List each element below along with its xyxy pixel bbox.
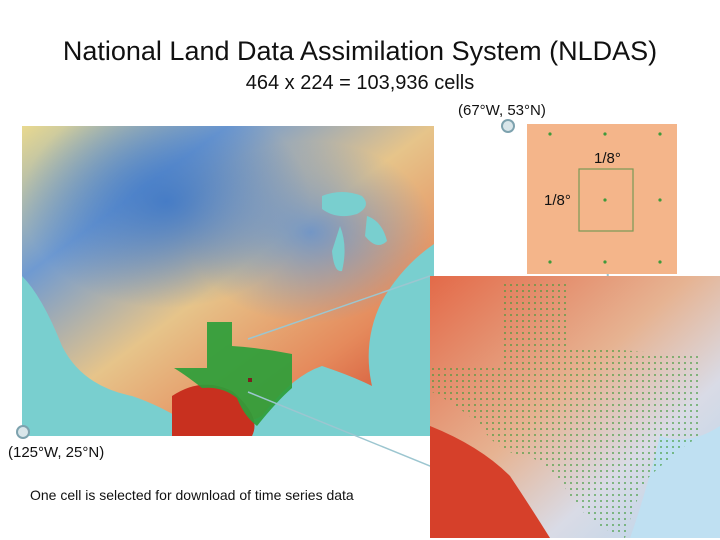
texas-zoom-map — [430, 276, 720, 538]
corner-label-ne: (67°W, 53°N) — [458, 102, 546, 119]
corner-marker-ne — [501, 119, 515, 133]
grid-cell-inset — [527, 124, 677, 274]
corner-marker-sw — [16, 425, 30, 439]
grid-spacing-x-label: 1/8° — [594, 150, 621, 167]
grid-spacing-y-label: 1/8° — [544, 192, 571, 209]
page-subtitle: 464 x 224 = 103,936 cells — [245, 72, 475, 94]
page-title: National Land Data Assimilation System (… — [62, 36, 658, 66]
selection-caption: One cell is selected for download of tim… — [30, 487, 354, 503]
conus-map — [22, 126, 434, 436]
corner-label-sw: (125°W, 25°N) — [8, 444, 105, 461]
